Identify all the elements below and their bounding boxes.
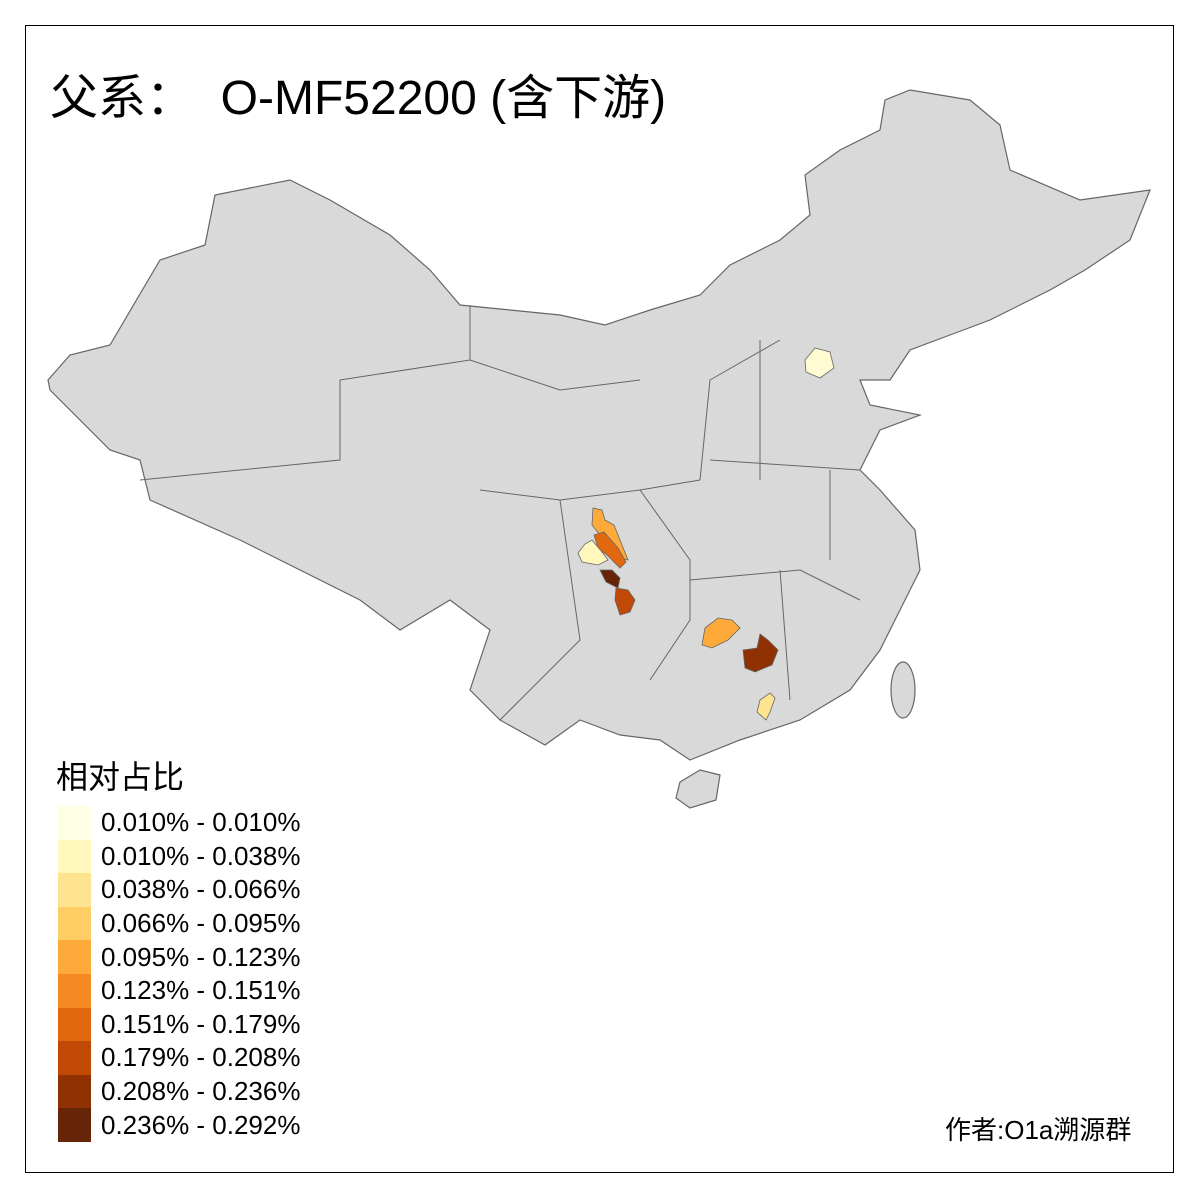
legend-item: 0.010% - 0.038% bbox=[58, 839, 301, 874]
legend-label: 0.010% - 0.010% bbox=[101, 807, 301, 838]
legend: 0.010% - 0.010% 0.010% - 0.038% 0.038% - 0… bbox=[58, 806, 300, 1142]
region-chongqing bbox=[599, 569, 621, 589]
legend-swatch bbox=[58, 1108, 91, 1142]
legend-swatch bbox=[58, 1041, 91, 1075]
legend-label: 0.123% - 0.151% bbox=[101, 975, 301, 1006]
legend-label: 0.066% - 0.095% bbox=[101, 908, 301, 939]
region-sichuan-north bbox=[591, 507, 629, 561]
legend-swatch bbox=[58, 1074, 91, 1109]
legend-label: 0.151% - 0.179% bbox=[101, 1008, 301, 1039]
region-sichuan-west bbox=[577, 539, 609, 566]
legend-swatch bbox=[58, 973, 91, 1008]
legend-item: 0.179% - 0.208% bbox=[58, 1041, 300, 1075]
legend-label: 0.095% - 0.123% bbox=[101, 941, 301, 972]
legend-swatch bbox=[58, 873, 91, 907]
legend-swatch bbox=[58, 839, 91, 874]
region-beijing bbox=[804, 347, 835, 379]
legend-label: 0.208% - 0.236% bbox=[101, 1076, 301, 1107]
taiwan bbox=[890, 661, 916, 719]
legend-swatch bbox=[58, 940, 91, 974]
legend-label: 0.010% - 0.038% bbox=[101, 840, 301, 871]
hainan bbox=[675, 769, 721, 809]
region-hunan bbox=[701, 617, 741, 649]
legend-swatch bbox=[58, 806, 91, 840]
author-credit: 作者:O1a溯源群 bbox=[945, 1115, 1132, 1145]
legend-swatch bbox=[58, 906, 91, 941]
legend-item: 0.123% - 0.151% bbox=[58, 973, 301, 1008]
mainland-china bbox=[47, 89, 1151, 761]
region-guangdong bbox=[756, 692, 776, 721]
legend-item: 0.095% - 0.123% bbox=[58, 940, 300, 974]
legend-swatch bbox=[58, 1007, 91, 1042]
plot-border bbox=[25, 25, 1174, 1173]
legend-item: 0.208% - 0.236% bbox=[58, 1074, 301, 1109]
legend-item: 0.038% - 0.066% bbox=[58, 873, 300, 907]
legend-title: 相对占比 bbox=[56, 759, 185, 795]
legend-label: 0.236% - 0.292% bbox=[101, 1109, 301, 1140]
legend-label: 0.038% - 0.066% bbox=[101, 874, 301, 905]
region-guizhou bbox=[614, 587, 636, 616]
province-borders bbox=[139, 305, 861, 721]
legend-item: 0.010% - 0.010% bbox=[58, 806, 300, 840]
legend-item: 0.236% - 0.292% bbox=[58, 1108, 300, 1142]
map-title: 父系： O-MF52200 (含下游) bbox=[50, 72, 667, 125]
legend-item: 0.066% - 0.095% bbox=[58, 906, 301, 941]
legend-item: 0.151% - 0.179% bbox=[58, 1007, 301, 1042]
region-jiangxi bbox=[742, 633, 779, 673]
legend-label: 0.179% - 0.208% bbox=[101, 1042, 301, 1073]
